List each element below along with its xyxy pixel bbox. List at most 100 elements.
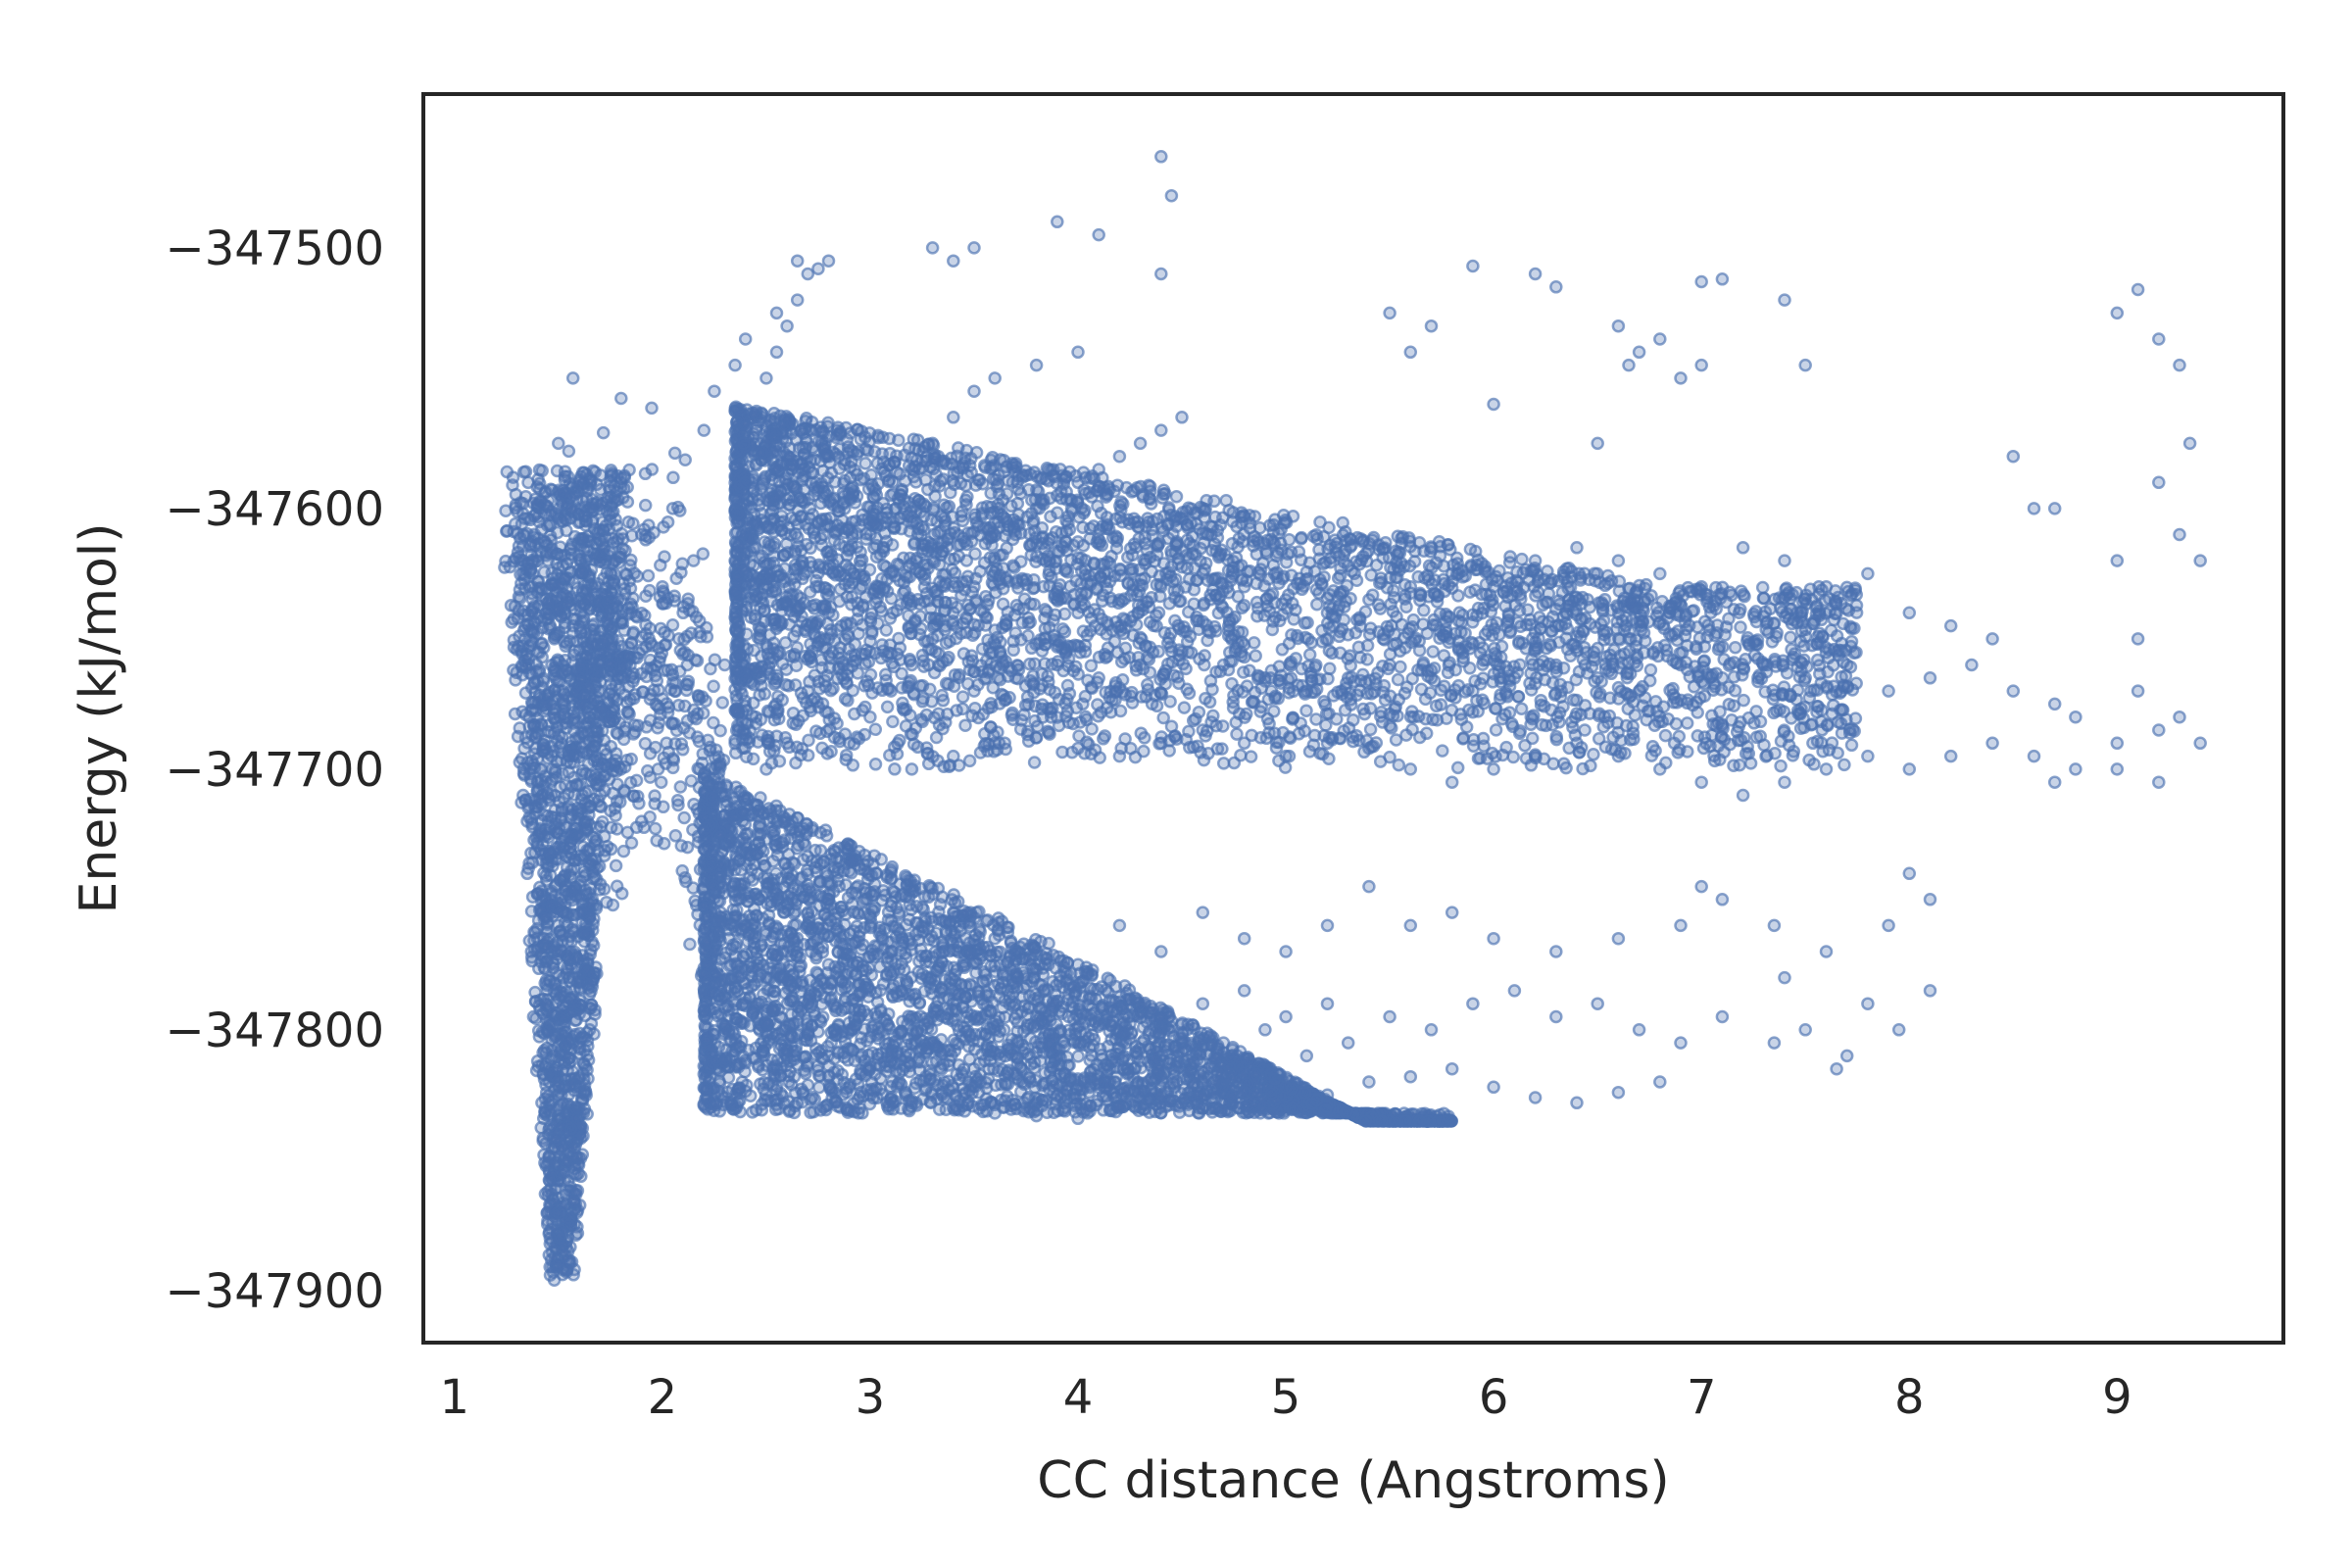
data-point xyxy=(626,625,641,639)
data-point xyxy=(1071,551,1085,564)
data-point xyxy=(594,684,608,699)
data-point xyxy=(536,1134,550,1148)
data-point xyxy=(539,973,554,987)
data-point xyxy=(1085,722,1099,736)
data-point xyxy=(605,663,618,677)
data-point xyxy=(638,498,653,513)
data-point xyxy=(570,1184,585,1198)
data-point xyxy=(518,465,533,479)
data-point xyxy=(566,1195,581,1208)
data-point xyxy=(1055,745,1069,760)
data-point xyxy=(540,518,555,532)
data-point xyxy=(1134,726,1149,740)
data-point xyxy=(530,800,544,814)
data-point xyxy=(1741,747,1756,760)
data-point xyxy=(1143,665,1157,679)
data-point xyxy=(944,485,957,500)
data-point xyxy=(590,860,605,875)
data-point xyxy=(864,626,879,641)
data-point xyxy=(532,886,546,901)
data-point xyxy=(531,1023,546,1038)
data-point xyxy=(612,493,625,507)
data-point xyxy=(679,683,694,698)
data-point xyxy=(1113,704,1128,718)
data-point xyxy=(1456,732,1470,746)
data-point xyxy=(549,1155,564,1170)
data-point xyxy=(1515,552,1529,566)
data-point xyxy=(779,662,794,676)
data-point xyxy=(640,662,655,675)
data-point xyxy=(544,1067,558,1082)
data-point xyxy=(1044,510,1057,523)
data-point xyxy=(575,584,590,598)
data-point xyxy=(1429,699,1444,713)
data-point xyxy=(577,531,591,546)
data-point xyxy=(576,1129,590,1143)
data-point xyxy=(559,715,573,730)
data-point xyxy=(654,775,668,789)
data-point xyxy=(614,391,628,406)
data-point xyxy=(566,1268,580,1282)
data-point xyxy=(594,752,608,766)
data-point xyxy=(1177,701,1192,714)
data-point xyxy=(597,541,612,555)
data-point xyxy=(624,553,638,567)
data-point xyxy=(1322,752,1336,765)
data-point xyxy=(677,810,691,825)
data-point xyxy=(1102,522,1116,536)
data-point xyxy=(1451,678,1466,693)
data-point xyxy=(958,718,972,732)
data-point xyxy=(1436,744,1449,758)
data-point xyxy=(654,621,667,636)
data-point xyxy=(1392,758,1406,772)
data-point xyxy=(1006,643,1020,658)
data-point xyxy=(1334,562,1348,575)
data-point xyxy=(564,501,579,515)
data-point xyxy=(1468,544,1483,559)
data-point xyxy=(570,952,584,966)
data-point xyxy=(614,526,629,541)
data-point xyxy=(1552,635,1566,650)
data-point xyxy=(561,802,574,815)
data-point xyxy=(556,1097,570,1111)
data-point xyxy=(573,874,588,889)
data-point xyxy=(1584,759,1597,773)
data-point xyxy=(558,469,572,483)
data-point xyxy=(1197,598,1210,612)
data-point xyxy=(1565,637,1579,652)
data-point xyxy=(574,565,588,579)
data-point xyxy=(945,563,959,577)
data-point xyxy=(1578,723,1592,737)
data-point xyxy=(522,857,536,870)
data-point xyxy=(541,808,555,823)
data-point xyxy=(581,784,595,799)
data-point xyxy=(639,627,653,641)
data-point xyxy=(1316,557,1331,570)
data-point xyxy=(1451,589,1465,603)
data-point xyxy=(557,1143,571,1156)
data-point xyxy=(560,589,574,604)
data-point xyxy=(609,513,622,526)
data-point xyxy=(537,911,551,926)
data-point xyxy=(1216,757,1231,770)
data-point xyxy=(789,756,803,770)
data-point xyxy=(665,716,679,730)
data-point xyxy=(1722,697,1737,711)
data-point xyxy=(555,945,568,958)
data-point xyxy=(568,854,582,867)
data-point xyxy=(580,650,594,663)
data-point xyxy=(1539,718,1553,733)
data-point xyxy=(639,640,654,654)
data-point xyxy=(1091,698,1104,711)
data-point xyxy=(1450,760,1465,775)
data-point xyxy=(557,663,570,678)
data-point xyxy=(846,759,860,772)
data-point xyxy=(1021,629,1035,643)
data-point xyxy=(1302,648,1317,662)
data-point xyxy=(1737,693,1750,708)
data-point xyxy=(950,704,963,717)
data-point xyxy=(522,580,537,594)
data-point xyxy=(1244,750,1258,763)
data-point xyxy=(657,800,670,814)
data-point xyxy=(609,858,623,873)
